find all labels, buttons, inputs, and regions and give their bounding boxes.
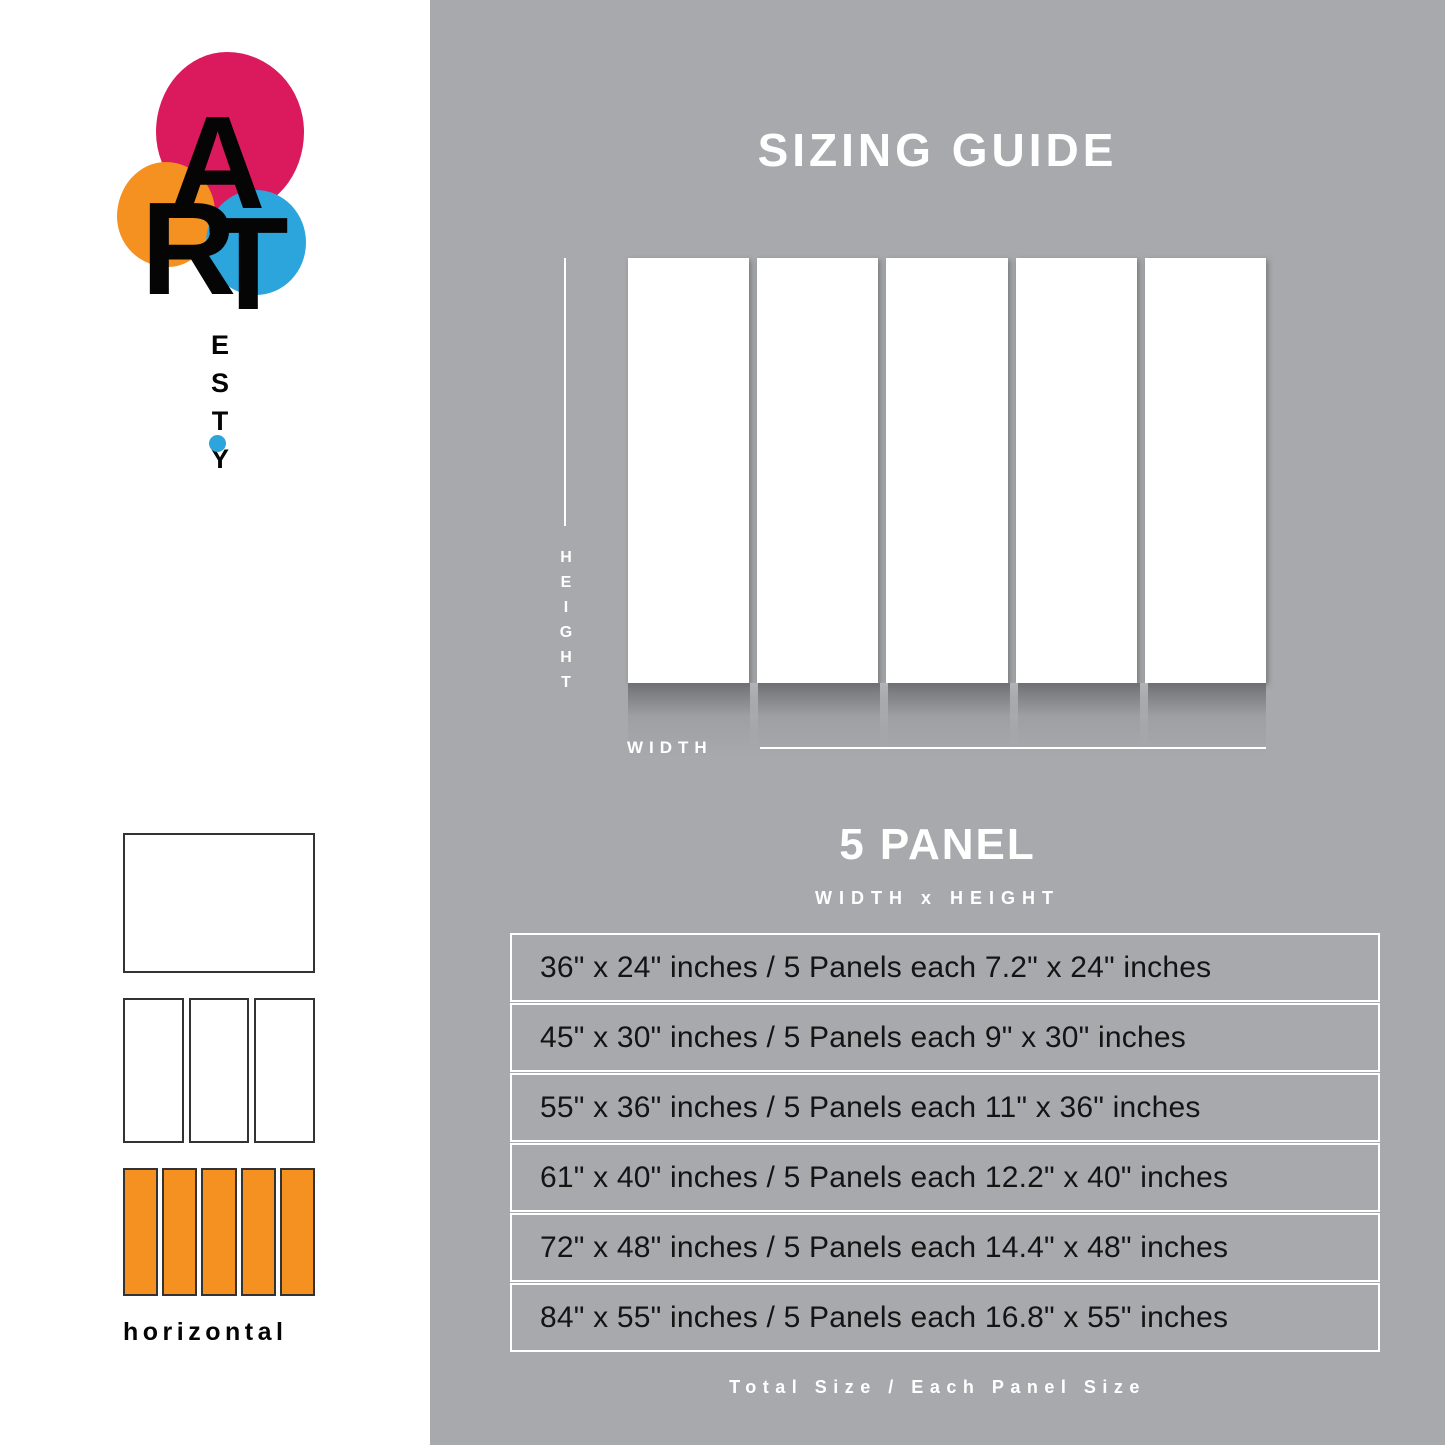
preview-panel — [628, 258, 750, 683]
preview-panel — [1015, 258, 1137, 683]
size-table: 36" x 24" inches / 5 Panels each 7.2" x … — [510, 933, 1380, 1353]
logo-esty-stack: E S T Y — [200, 326, 240, 478]
reflection-seam — [880, 683, 888, 751]
preview-panel — [757, 258, 879, 683]
panel-segment — [123, 998, 184, 1143]
reflection-seam — [750, 683, 758, 751]
height-axis-label: H E I G H T — [555, 545, 577, 695]
height-letter: I — [563, 599, 569, 616]
dimension-order-label: WIDTH x HEIGHT — [815, 888, 1060, 908]
panel-segment — [123, 1168, 159, 1296]
logo-letter-r: R — [141, 175, 236, 322]
layout-option-single-panel-icon[interactable] — [123, 833, 315, 973]
size-row[interactable]: 55" x 36" inches / 5 Panels each 11" x 3… — [510, 1073, 1380, 1142]
panel-segment — [254, 998, 316, 1143]
size-row[interactable]: 36" x 24" inches / 5 Panels each 7.2" x … — [510, 933, 1380, 1002]
logo-letter-t: T — [208, 190, 289, 337]
orientation-label: horizontal — [123, 1318, 288, 1346]
page-title: SIZING GUIDE — [757, 124, 1118, 176]
sidebar: A R T E S T Y — [0, 0, 430, 1445]
size-row[interactable]: 84" x 55" inches / 5 Panels each 16.8" x… — [510, 1283, 1380, 1352]
size-row[interactable]: 45" x 30" inches / 5 Panels each 9" x 30… — [510, 1003, 1380, 1072]
panel-segment — [201, 1168, 237, 1296]
height-letter: H — [560, 549, 572, 566]
logo-letter-e: E — [210, 330, 229, 360]
preview-panel — [886, 258, 1008, 683]
layout-option-three-panel-icon[interactable] — [123, 998, 316, 1143]
logo-dot-icon — [209, 435, 226, 452]
size-row[interactable]: 61" x 40" inches / 5 Panels each 12.2" x… — [510, 1143, 1380, 1212]
height-letter: T — [561, 674, 571, 691]
panel-segment — [188, 998, 250, 1143]
size-row[interactable]: 72" x 48" inches / 5 Panels each 14.4" x… — [510, 1213, 1380, 1282]
width-axis-label: WIDTH — [627, 738, 713, 757]
height-letter: E — [560, 574, 572, 591]
table-footnote: Total Size / Each Panel Size — [729, 1377, 1146, 1397]
layout-option-five-panel-icon[interactable] — [123, 1168, 316, 1296]
panels-reflection — [628, 683, 1266, 758]
panel-segment — [240, 1168, 276, 1296]
panel-segment — [279, 1168, 316, 1296]
reflection-seam — [1140, 683, 1148, 751]
reflection-seam — [1010, 683, 1018, 751]
panel-count-heading: 5 PANEL — [839, 820, 1036, 869]
logo-blue-blob-icon — [206, 190, 306, 295]
panel-segment — [162, 1168, 198, 1296]
layout-options — [123, 833, 316, 1296]
logo-letter-s: S — [210, 368, 229, 398]
width-measure-line — [760, 747, 1266, 749]
height-letter: H — [560, 649, 572, 666]
panel-preview-diagram: H E I G H T WIDTH — [555, 255, 1275, 765]
height-measure-line — [564, 258, 566, 526]
preview-panels — [628, 258, 1267, 683]
logo-letter-a: A — [170, 89, 265, 236]
height-letter: G — [559, 624, 573, 641]
logo-orange-blob-icon — [117, 162, 215, 267]
brand-logo: A R T E S T Y — [108, 35, 338, 474]
logo-letter-t2: T — [211, 406, 229, 436]
preview-panel — [1144, 258, 1267, 683]
